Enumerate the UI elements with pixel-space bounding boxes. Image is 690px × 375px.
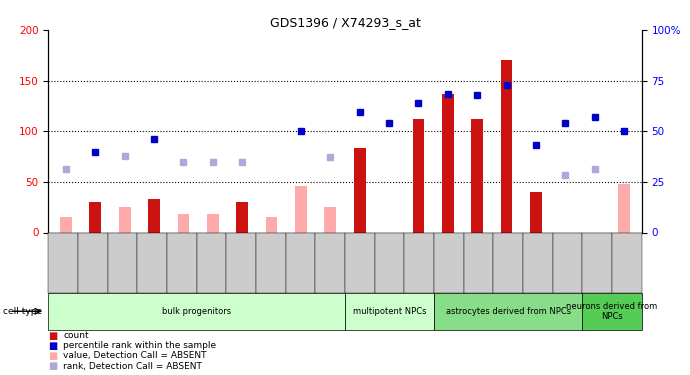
Bar (354, 148, 366, 232)
Text: percentile rank within the sample: percentile rank within the sample (63, 341, 217, 350)
Bar (530, 192, 542, 232)
Bar (207, 214, 219, 232)
Bar (413, 119, 424, 232)
Bar (324, 207, 336, 232)
Text: value, Detection Call = ABSENT: value, Detection Call = ABSENT (63, 351, 207, 360)
Text: bulk progenitors: bulk progenitors (162, 307, 231, 316)
Text: ■: ■ (48, 341, 57, 351)
Bar (295, 186, 307, 232)
Bar (266, 217, 277, 232)
Bar (501, 60, 513, 232)
Text: rank, Detection Call = ABSENT: rank, Detection Call = ABSENT (63, 362, 202, 370)
Title: GDS1396 / X74293_s_at: GDS1396 / X74293_s_at (270, 16, 420, 29)
Text: multipotent NPCs: multipotent NPCs (353, 307, 426, 316)
Bar (442, 94, 454, 232)
Bar (60, 217, 72, 232)
Text: ■: ■ (48, 351, 57, 361)
Bar (148, 199, 160, 232)
Bar (90, 202, 101, 232)
Bar (119, 207, 130, 232)
Text: cell type: cell type (3, 307, 43, 316)
Text: count: count (63, 331, 89, 340)
Text: neurons derived from
NPCs: neurons derived from NPCs (566, 302, 658, 321)
Text: ■: ■ (48, 331, 57, 340)
Bar (177, 214, 189, 232)
Bar (471, 119, 483, 232)
Bar (236, 202, 248, 232)
Text: astrocytes derived from NPCs: astrocytes derived from NPCs (446, 307, 571, 316)
Bar (618, 184, 630, 232)
Text: ■: ■ (48, 361, 57, 371)
